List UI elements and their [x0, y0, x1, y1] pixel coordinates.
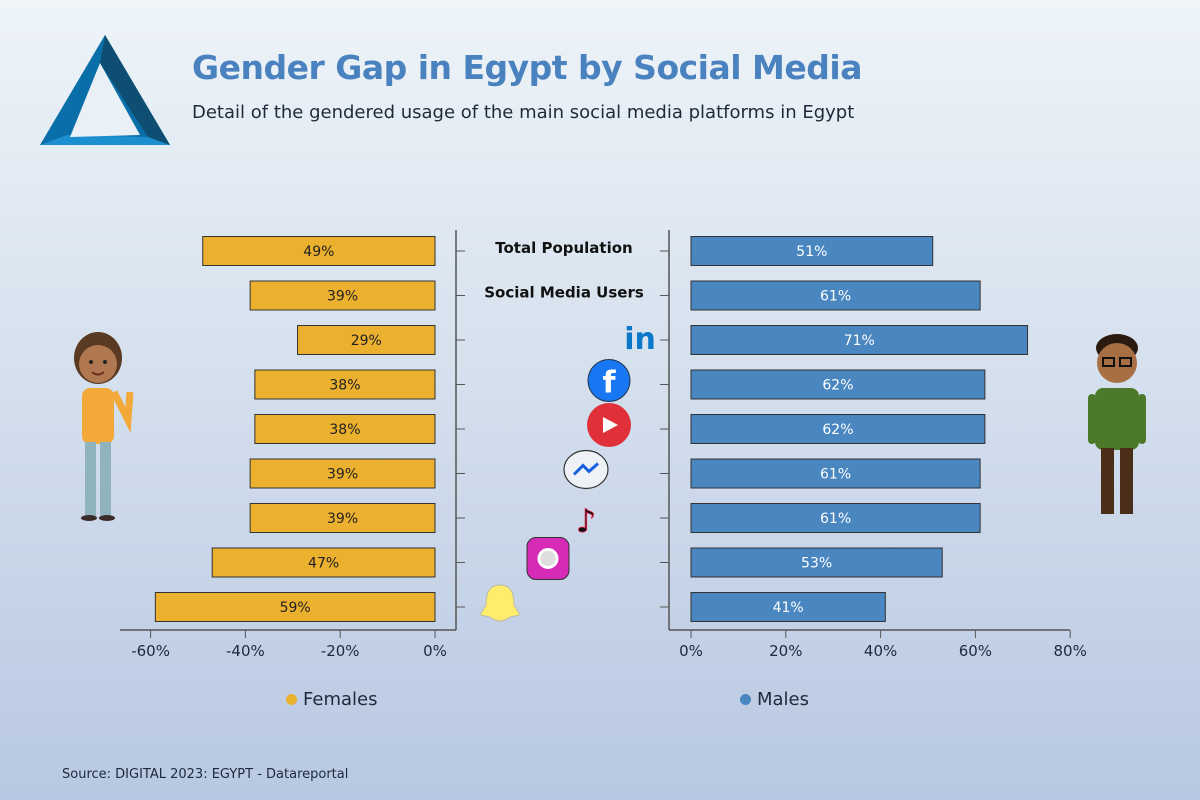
page-subtitle: Detail of the gendered usage of the main…	[192, 102, 855, 123]
male-bar-label: 61%	[820, 289, 851, 305]
male-bar	[690, 414, 986, 444]
category-label: Social Media Users	[484, 284, 644, 302]
facebook-icon: f	[587, 359, 631, 402]
male-bar-label: 53%	[801, 556, 832, 572]
youtube-play	[603, 417, 618, 433]
x-tick-label-male: 40%	[864, 642, 897, 660]
female-bar	[249, 503, 436, 533]
x-tick-label-female: 0%	[423, 642, 447, 660]
logo-triangle-icon	[40, 35, 170, 145]
snapchat-icon	[479, 584, 521, 622]
male-bar-label: 61%	[820, 467, 851, 483]
linkedin-icon: in	[624, 322, 656, 357]
source-note: Source: DIGITAL 2023: EGYPT - Datareport…	[62, 767, 349, 782]
messenger-icon	[563, 449, 609, 490]
male-bar-label: 61%	[820, 511, 851, 527]
male-bar	[690, 503, 981, 533]
female-bar	[254, 414, 436, 444]
female-bar-label: 38%	[329, 378, 360, 394]
legend-swatch-females	[286, 694, 297, 705]
female-bar-label: 39%	[327, 511, 358, 527]
x-tick-label-male: 60%	[959, 642, 992, 660]
legend-males: Males	[740, 689, 809, 710]
male-bar-label: 51%	[796, 244, 827, 260]
female-bar-label: 39%	[327, 467, 358, 483]
male-bar-label: 71%	[844, 333, 875, 349]
page-title: Gender Gap in Egypt by Social Media	[192, 48, 862, 87]
youtube-icon	[587, 403, 631, 447]
x-tick-label-female: -60%	[131, 642, 170, 660]
female-bar	[202, 236, 436, 266]
x-tick-label-female: -40%	[226, 642, 265, 660]
female-bar-label: 49%	[303, 244, 334, 260]
male-bar	[690, 592, 886, 622]
female-bar-label: 38%	[329, 422, 360, 438]
category-label: Total Population	[495, 239, 632, 257]
legend-label-females: Females	[303, 689, 378, 710]
x-tick-label-male: 80%	[1054, 642, 1087, 660]
female-bar-label: 29%	[351, 333, 382, 349]
female-bar	[249, 458, 436, 489]
female-bar-label: 47%	[308, 556, 339, 572]
male-bar	[690, 369, 986, 400]
snapchat-ghost	[479, 584, 521, 622]
legend-females: Females	[286, 689, 377, 710]
male-bar-label: 62%	[822, 378, 853, 394]
x-tick-label-male: 20%	[769, 642, 802, 660]
male-bar	[690, 236, 934, 266]
male-bar-label: 41%	[773, 600, 804, 616]
male-figure-icon	[1088, 334, 1146, 514]
legend-label-males: Males	[757, 689, 810, 710]
linkedin-glyph: in	[624, 322, 656, 357]
instagram-lens	[537, 548, 559, 569]
female-bar-label: 39%	[327, 289, 358, 305]
tiktok-glyph: ♪	[576, 502, 596, 540]
x-tick-label-female: -20%	[321, 642, 360, 660]
instagram-icon	[526, 537, 570, 580]
female-bar	[211, 547, 436, 578]
male-bar	[690, 547, 943, 578]
x-tick-label-male: 0%	[679, 642, 703, 660]
male-bar	[690, 458, 981, 489]
female-bar	[249, 280, 436, 311]
facebook-circle	[587, 359, 631, 402]
male-bar-label: 62%	[822, 422, 853, 438]
female-figure-icon	[74, 332, 134, 521]
tiktok-icon: ♪	[575, 502, 596, 541]
female-bar-label: 59%	[280, 600, 311, 616]
facebook-glyph: f	[602, 366, 616, 401]
female-bar	[154, 592, 436, 622]
messenger-bolt	[572, 462, 599, 476]
male-bar	[690, 325, 1029, 355]
male-bar	[690, 280, 981, 311]
female-bar	[254, 369, 436, 400]
legend-swatch-males	[740, 694, 751, 705]
female-bar	[297, 325, 436, 355]
